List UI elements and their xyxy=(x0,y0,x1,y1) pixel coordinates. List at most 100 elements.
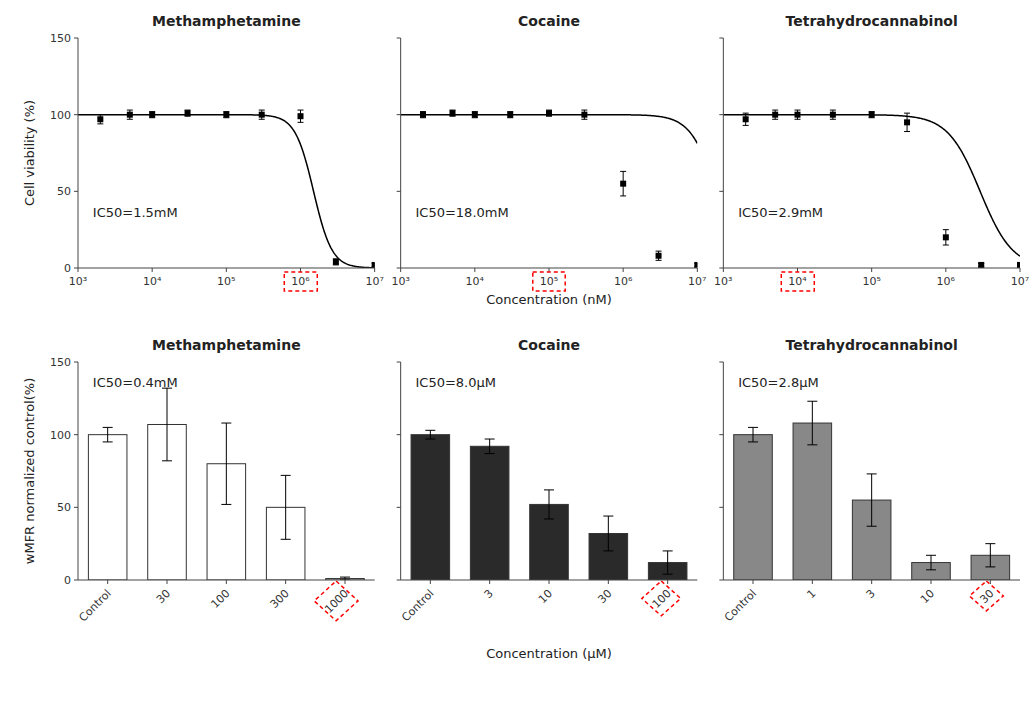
y-tick-label: 50 xyxy=(57,501,71,514)
data-point xyxy=(450,110,456,116)
annotation: IC50=18.0mM xyxy=(416,205,509,220)
x-tick-label: 10⁴ xyxy=(466,275,485,288)
plot-area xyxy=(78,110,375,268)
y-axis-line xyxy=(400,38,401,268)
x-tick-label: 30 xyxy=(595,587,614,606)
data-point xyxy=(185,110,191,116)
x-tick xyxy=(226,268,227,272)
y-tick xyxy=(397,434,401,435)
y-tick-label: 50 xyxy=(57,185,71,198)
y-tick xyxy=(719,114,723,115)
y-tick xyxy=(719,268,723,269)
data-point xyxy=(97,116,103,122)
x-tick xyxy=(400,268,401,272)
y-axis-label: wMFR normalized control(%) xyxy=(22,378,37,564)
x-tick-label: 10⁷ xyxy=(688,275,706,288)
y-axis-line xyxy=(400,362,401,580)
x-tick-label: 10⁵ xyxy=(217,275,235,288)
y-tick xyxy=(719,580,723,581)
y-tick xyxy=(74,38,78,39)
error-bar xyxy=(450,110,456,116)
x-axis-label: Concentration (μM) xyxy=(486,646,612,661)
y-tick xyxy=(397,580,401,581)
x-axis-line xyxy=(723,268,1020,269)
error-bar xyxy=(830,110,836,119)
y-tick xyxy=(397,191,401,192)
error-bar xyxy=(795,110,801,119)
highlight-diamond xyxy=(314,581,358,621)
x-tick-label: 10³ xyxy=(391,275,409,288)
x-tick-label: 10⁶ xyxy=(937,275,956,288)
highlight-box xyxy=(781,272,814,291)
bar xyxy=(734,435,773,580)
x-axis-line xyxy=(401,580,698,581)
annotation: IC50=1.5mM xyxy=(93,205,178,220)
y-tick xyxy=(397,362,401,363)
y-tick xyxy=(719,362,723,363)
x-tick xyxy=(753,580,754,584)
y-tick xyxy=(397,114,401,115)
x-tick xyxy=(871,580,872,584)
x-tick-label: 300 xyxy=(268,587,292,611)
x-tick-label: 10 xyxy=(536,587,555,606)
error-bar xyxy=(223,112,229,118)
error-bar xyxy=(298,110,304,122)
x-tick xyxy=(226,580,227,584)
data-point xyxy=(149,112,155,118)
panel: Tetrahydrocannabinol10³10⁴10⁵10⁶10⁷IC50=… xyxy=(714,13,1029,291)
x-tick xyxy=(812,580,813,584)
x-tick-label: 10⁵ xyxy=(862,275,880,288)
error-bar xyxy=(985,544,995,567)
data-point xyxy=(869,112,875,118)
title: Tetrahydrocannabinol xyxy=(786,13,958,29)
data-point xyxy=(830,112,836,118)
x-axis-line xyxy=(78,580,375,581)
x-axis-line xyxy=(723,580,1020,581)
bar xyxy=(88,435,127,580)
error-bar xyxy=(656,251,662,260)
error-bar xyxy=(221,423,231,504)
error-bar xyxy=(620,171,626,196)
panel: Methamphetamine050100150Cell viability (… xyxy=(22,13,384,291)
data-point xyxy=(223,112,229,118)
y-tick xyxy=(74,191,78,192)
x-tick-label: 30 xyxy=(977,587,996,606)
bar xyxy=(793,423,832,580)
x-tick-label: 100 xyxy=(650,587,674,611)
x-tick-label: 10⁷ xyxy=(1011,275,1029,288)
page: {"chart_data": [ {"type": "scatter", "ti… xyxy=(0,0,1035,711)
error-bar xyxy=(127,110,133,119)
y-tick-label: 150 xyxy=(50,356,71,369)
plot-area xyxy=(401,110,698,268)
x-tick xyxy=(697,268,698,272)
plot-area xyxy=(734,401,1010,580)
data-point xyxy=(978,262,984,268)
highlight-diamond xyxy=(969,581,1003,611)
x-tick xyxy=(430,580,431,584)
y-axis-label: Cell viability (%) xyxy=(22,100,37,206)
x-tick xyxy=(78,268,79,272)
error-bar xyxy=(544,490,554,519)
data-point xyxy=(772,112,778,118)
plot-area xyxy=(723,110,1020,268)
data-point xyxy=(259,112,265,118)
x-tick-label: 10⁴ xyxy=(143,275,162,288)
x-tick-label: 10⁶ xyxy=(614,275,633,288)
error-bar xyxy=(546,110,552,116)
x-tick-label: 3 xyxy=(864,587,878,601)
error-bar xyxy=(281,475,291,539)
title: Tetrahydrocannabinol xyxy=(786,337,958,353)
error-bar xyxy=(663,551,673,574)
fit-curve xyxy=(78,115,375,268)
error-bar xyxy=(748,427,758,442)
title: Cocaine xyxy=(518,13,580,29)
x-tick-label: 10⁷ xyxy=(365,275,383,288)
x-tick xyxy=(285,580,286,584)
error-bar xyxy=(425,430,435,439)
annotation: IC50=2.9mM xyxy=(738,205,823,220)
y-tick xyxy=(719,434,723,435)
x-tick-label: 1 xyxy=(804,587,818,601)
x-tick xyxy=(345,580,346,584)
error-bar xyxy=(103,427,113,442)
x-tick-label: 3 xyxy=(482,587,496,601)
